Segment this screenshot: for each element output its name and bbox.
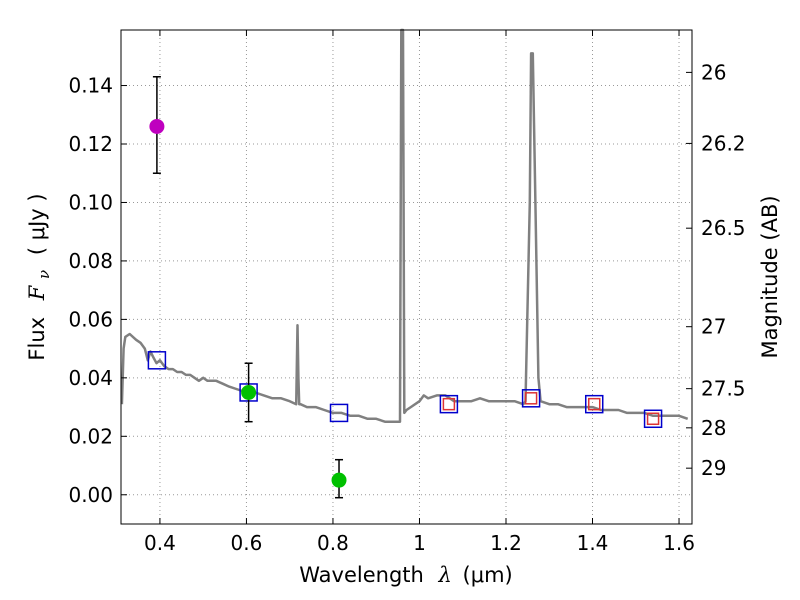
detection-point	[331, 472, 347, 488]
x-tick-label: 1.6	[663, 531, 695, 555]
x-tick-label: 1.2	[490, 531, 522, 555]
right-tick-label: 28	[701, 416, 726, 440]
right-tick-label: 27	[701, 315, 726, 339]
right-tick-label: 26	[701, 60, 726, 84]
detection-point	[241, 384, 257, 400]
x-tick-label: 1	[413, 531, 426, 555]
sed-model-polyline	[120, 28, 689, 423]
x-tick-label: 1.4	[577, 531, 609, 555]
right-tick-label: 29	[701, 456, 726, 480]
detection-point	[149, 118, 165, 134]
observed-photometry-square	[646, 412, 660, 426]
x-tick-label: 0.8	[317, 531, 349, 555]
y-tick-label: 0.02	[68, 424, 113, 448]
y-axis-label-subscript: ν	[35, 270, 53, 279]
y-tick-label: 0.14	[68, 74, 113, 98]
x-axis-label-prefix: Wavelength	[299, 563, 424, 587]
observed-photometry-square	[587, 397, 601, 411]
right-tick-label: 27.5	[701, 377, 746, 401]
x-axis-label-symbol: λ	[438, 563, 452, 587]
y-axis-label: Flux F ν ( μJy )	[25, 193, 54, 360]
y-tick-label: 0.06	[68, 307, 113, 331]
axis-ticks: 0.4 0.6 0.8 1 1.2 1.4 1.6 0.00 0.02 0.04 0.06 0.08 0…	[68, 30, 746, 555]
y-tick-label: 0.04	[68, 366, 113, 390]
grid-lines	[121, 30, 692, 524]
x-axis-label-unit: (μm)	[463, 563, 513, 587]
model-photometry-square	[329, 403, 349, 423]
plot-frame	[120, 29, 693, 525]
y-tick-label: 0.12	[68, 132, 113, 156]
observed-photometry-square	[442, 397, 456, 411]
model-photometry-square	[584, 394, 604, 414]
x-tick-label: 0.6	[231, 531, 263, 555]
y-axis-label-unit: ( μJy )	[25, 193, 49, 255]
y-tick-label: 0.00	[68, 483, 113, 507]
model-photometry-square	[643, 409, 663, 429]
x-axis-label: Wavelength λ (μm)	[299, 563, 512, 587]
right-tick-label: 26.5	[701, 216, 746, 240]
data-markers	[147, 76, 663, 499]
model-photometry-square	[439, 394, 459, 414]
right-tick-label: 26.2	[701, 131, 746, 155]
right-axis-label: Magnitude (AB)	[758, 195, 782, 358]
model-photometry-square	[147, 351, 167, 370]
y-axis-label-prefix: Flux	[25, 317, 49, 361]
model-photometry-square	[521, 389, 541, 408]
sed-model-line	[120, 28, 689, 423]
y-tick-label: 0.10	[68, 190, 113, 214]
observed-photometry-square	[524, 392, 538, 405]
y-tick-label: 0.08	[68, 249, 113, 273]
x-tick-label: 0.4	[144, 531, 176, 555]
y-axis-label-symbol: F	[25, 284, 49, 301]
